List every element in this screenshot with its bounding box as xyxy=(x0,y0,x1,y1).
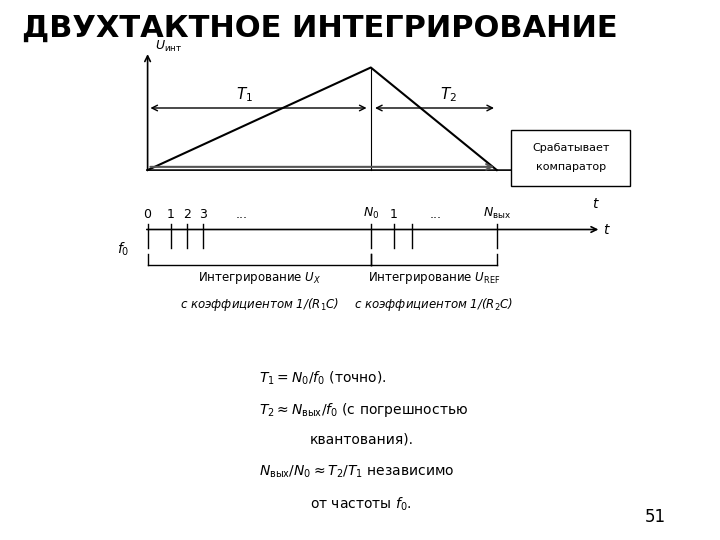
Text: $N_{\mathregular{вых}}$: $N_{\mathregular{вых}}$ xyxy=(482,206,511,221)
Text: $f_0$: $f_0$ xyxy=(117,240,130,258)
Text: 3: 3 xyxy=(199,208,207,221)
Text: $N_0$: $N_0$ xyxy=(363,206,379,221)
Text: ...: ... xyxy=(235,208,247,221)
Text: 0: 0 xyxy=(143,208,152,221)
Text: $T_1$: $T_1$ xyxy=(236,85,253,104)
Text: 2: 2 xyxy=(184,208,191,221)
FancyBboxPatch shape xyxy=(511,130,630,186)
Text: t: t xyxy=(603,222,609,237)
Text: Интегрирование $U_{\mathregular{REF}}$: Интегрирование $U_{\mathregular{REF}}$ xyxy=(367,270,500,286)
Text: 51: 51 xyxy=(644,509,666,526)
Text: $T_2 \approx N_{\mathregular{вых}}/f_0$ (с погрешностью: $T_2 \approx N_{\mathregular{вых}}/f_0$ … xyxy=(259,401,469,419)
Text: $T_1 = N_0/f_0$ (точно).: $T_1 = N_0/f_0$ (точно). xyxy=(259,370,387,387)
Text: $U_{\mathregular{инт}}$: $U_{\mathregular{инт}}$ xyxy=(155,39,182,54)
Text: ДВУХТАКТНОЕ ИНТЕГРИРОВАНИЕ: ДВУХТАКТНОЕ ИНТЕГРИРОВАНИЕ xyxy=(22,14,617,43)
Text: 1: 1 xyxy=(167,208,174,221)
Text: компаратор: компаратор xyxy=(536,162,606,172)
Text: ...: ... xyxy=(430,208,441,221)
Text: с коэффициентом 1/($R_2C$): с коэффициентом 1/($R_2C$) xyxy=(354,296,513,313)
Text: Интегрирование $U_X$: Интегрирование $U_X$ xyxy=(197,270,321,286)
Text: с коэффициентом 1/($R_1C$): с коэффициентом 1/($R_1C$) xyxy=(179,296,339,313)
Text: квантования).: квантования). xyxy=(310,433,413,447)
Text: t: t xyxy=(593,197,598,211)
Text: $T_2$: $T_2$ xyxy=(440,85,456,104)
Text: 1: 1 xyxy=(390,208,397,221)
Text: $N_{\mathregular{вых}}/N_0 \approx T_2/T_1$ независимо: $N_{\mathregular{вых}}/N_0 \approx T_2/T… xyxy=(259,464,454,480)
Text: от частоты $f_0$.: от частоты $f_0$. xyxy=(310,495,411,512)
Text: Срабатывает: Срабатывает xyxy=(532,143,609,153)
